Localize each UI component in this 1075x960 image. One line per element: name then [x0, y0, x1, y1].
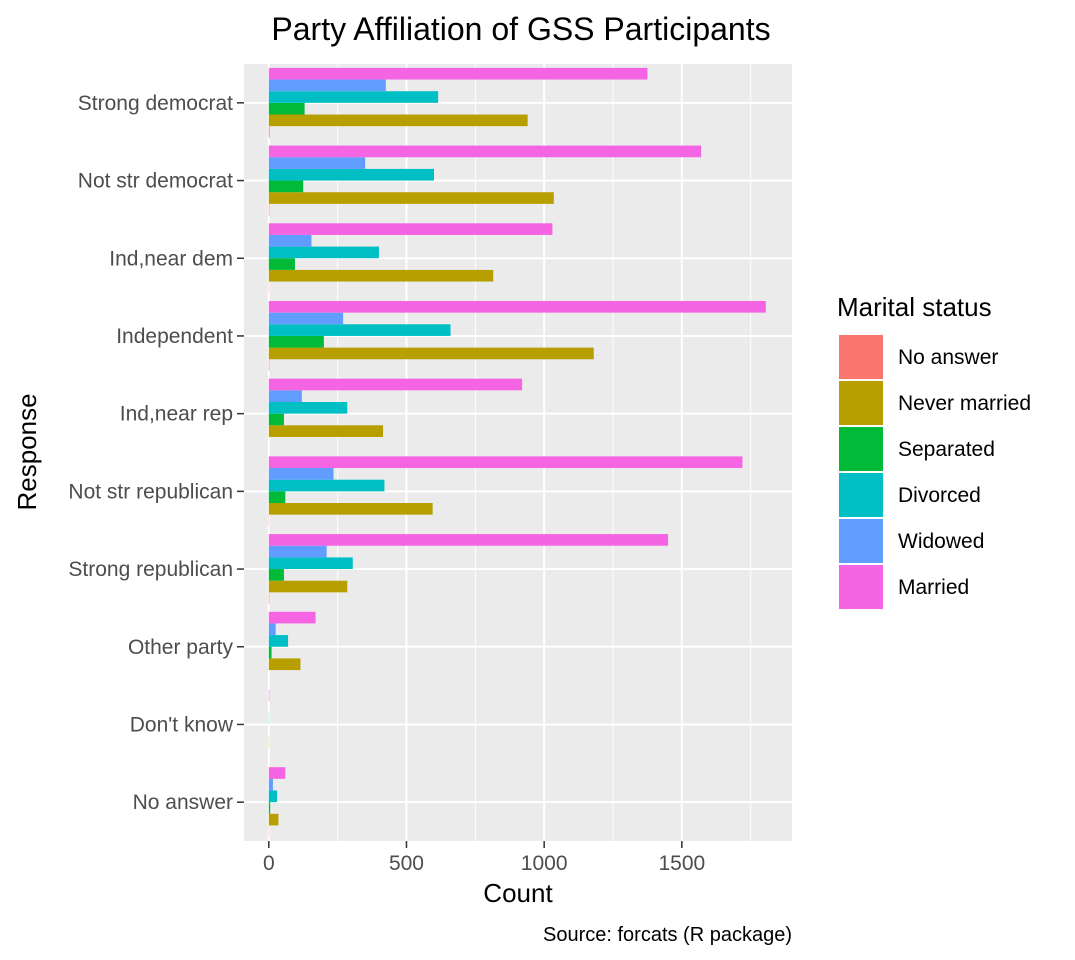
bar-don-t-know-married — [268, 689, 270, 702]
bar-no-answer-divorced — [268, 790, 278, 803]
bar-ind-near-rep-married — [268, 378, 523, 391]
legend-key-no-answer — [839, 335, 883, 379]
bar-strong-republican-married — [268, 534, 669, 546]
bar-other-party-divorced — [268, 635, 289, 647]
bar-ind-near-rep-separated — [268, 413, 284, 426]
bar-strong-democrat-married — [268, 67, 648, 80]
y-tick-label: No answer — [133, 791, 233, 814]
bar-strong-republican-no-answer — [268, 592, 270, 605]
bar-ind-near-dem-never-married — [268, 269, 494, 282]
bar-not-str-democrat-no-answer — [268, 203, 270, 216]
x-tick-label: 1500 — [658, 852, 705, 875]
legend-title: Marital status — [837, 292, 992, 322]
y-tick-label: Strong republican — [68, 558, 233, 581]
y-tick-label: Ind,near dem — [109, 247, 233, 270]
legend-key-widowed — [839, 519, 883, 563]
legend-key-divorced — [839, 473, 883, 517]
bar-strong-republican-divorced — [268, 557, 353, 570]
bar-not-str-republican-separated — [268, 491, 286, 504]
bar-no-answer-widowed — [268, 778, 273, 791]
bar-ind-near-dem-married — [268, 223, 553, 235]
x-tick-label: 0 — [263, 852, 275, 875]
x-axis-title: Count — [483, 878, 553, 908]
x-tick-label: 500 — [389, 852, 424, 875]
legend-label: Never married — [898, 392, 1031, 415]
y-tick-label: Strong democrat — [78, 92, 233, 115]
legend-key-never-married — [839, 381, 883, 425]
y-tick-label: Ind,near rep — [120, 403, 233, 426]
y-axis-title: Response — [12, 393, 42, 510]
bars — [268, 67, 766, 838]
bar-independent-married — [268, 300, 766, 313]
bar-ind-near-dem-divorced — [268, 246, 379, 259]
bar-not-str-republican-married — [268, 456, 743, 469]
bar-ind-near-rep-never-married — [268, 425, 384, 437]
x-axis: 0 500 1000 1500 — [263, 841, 705, 875]
bar-other-party-separated — [268, 646, 272, 659]
bar-other-party-never-married — [268, 658, 301, 671]
bar-strong-republican-separated — [268, 569, 284, 581]
bar-strong-democrat-no-answer — [268, 126, 270, 138]
bar-strong-democrat-separated — [268, 102, 305, 115]
legend-label: Divorced — [898, 484, 981, 507]
bar-no-answer-married — [268, 767, 286, 779]
bar-ind-near-rep-divorced — [268, 401, 348, 414]
bar-not-str-republican-widowed — [268, 468, 334, 480]
y-tick-label: Not str republican — [68, 480, 233, 503]
bar-no-answer-never-married — [268, 813, 279, 826]
bar-not-str-democrat-separated — [268, 180, 304, 193]
bar-independent-widowed — [268, 312, 344, 325]
y-tick-label: Independent — [116, 325, 233, 348]
legend-key-separated — [839, 427, 883, 471]
y-axis: Strong democrat Not str democrat Ind,near … — [68, 92, 244, 814]
legend-label: Married — [898, 576, 969, 599]
y-tick-label: Don't know — [130, 713, 234, 736]
bar-no-answer-separated — [268, 802, 271, 814]
bar-other-party-widowed — [268, 623, 276, 636]
legend-key-married — [839, 565, 883, 609]
bar-ind-near-dem-separated — [268, 258, 295, 270]
legend-label: No answer — [898, 346, 998, 369]
bar-strong-democrat-widowed — [268, 79, 386, 92]
chart-title: Party Affiliation of GSS Participants — [271, 11, 770, 47]
bar-strong-republican-never-married — [268, 580, 348, 593]
bar-not-str-republican-never-married — [268, 503, 433, 515]
y-tick-label: Not str democrat — [78, 170, 233, 193]
legend: No answer Never married Separated Divorced W… — [838, 334, 1031, 610]
bar-other-party-married — [268, 611, 316, 624]
bar-independent-never-married — [268, 347, 594, 360]
bar-ind-near-rep-widowed — [268, 390, 302, 402]
chart-caption: Source: forcats (R package) — [543, 924, 792, 946]
bar-independent-separated — [268, 335, 324, 348]
x-tick-label: 1000 — [521, 852, 568, 875]
legend-label: Separated — [898, 438, 995, 461]
bar-strong-republican-widowed — [268, 545, 327, 558]
bar-not-str-democrat-never-married — [268, 192, 554, 204]
y-tick-label: Other party — [128, 636, 234, 659]
bar-not-str-democrat-divorced — [268, 168, 435, 181]
bar-not-str-democrat-married — [268, 145, 702, 158]
bar-strong-democrat-divorced — [268, 91, 439, 103]
bar-ind-near-dem-widowed — [268, 234, 312, 247]
legend-label: Widowed — [898, 530, 984, 553]
bar-not-str-republican-divorced — [268, 479, 385, 492]
bar-strong-democrat-never-married — [268, 114, 528, 127]
bar-not-str-democrat-widowed — [268, 157, 366, 169]
bar-independent-divorced — [268, 324, 451, 336]
bar-independent-no-answer — [268, 359, 270, 371]
